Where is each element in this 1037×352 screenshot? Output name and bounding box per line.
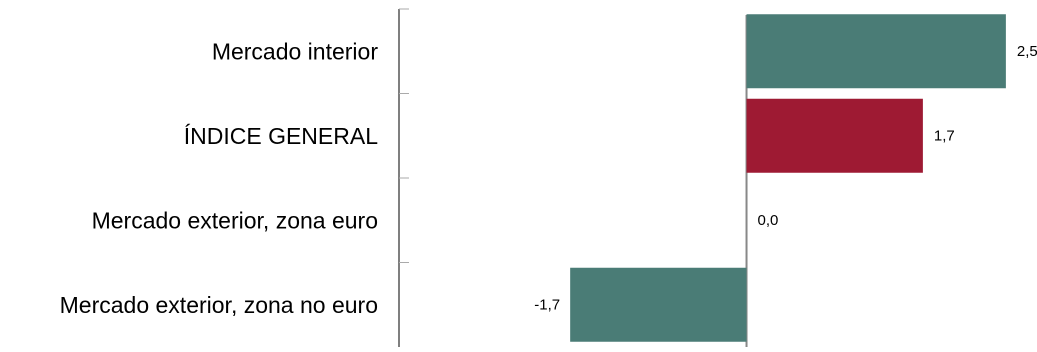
data-label: -1,7 bbox=[534, 296, 560, 313]
bar bbox=[570, 267, 747, 342]
value-labels: 2,5 1,7 0,0 -1,7 bbox=[534, 43, 1037, 314]
category-label: ÍNDICE GENERAL bbox=[184, 123, 378, 149]
bar bbox=[746, 98, 923, 173]
category-axis bbox=[398, 8, 409, 347]
category-labels: Mercado interior ÍNDICE GENERAL Mercado ex… bbox=[60, 38, 379, 318]
data-label: 0,0 bbox=[758, 212, 779, 229]
data-label: 1,7 bbox=[934, 127, 955, 144]
bar bbox=[746, 14, 1006, 89]
bars bbox=[570, 14, 1006, 342]
data-label: 2,5 bbox=[1017, 43, 1037, 60]
category-label: Mercado interior bbox=[212, 38, 379, 64]
category-label: Mercado exterior, zona no euro bbox=[60, 292, 378, 318]
category-label: Mercado exterior, zona euro bbox=[92, 207, 378, 233]
